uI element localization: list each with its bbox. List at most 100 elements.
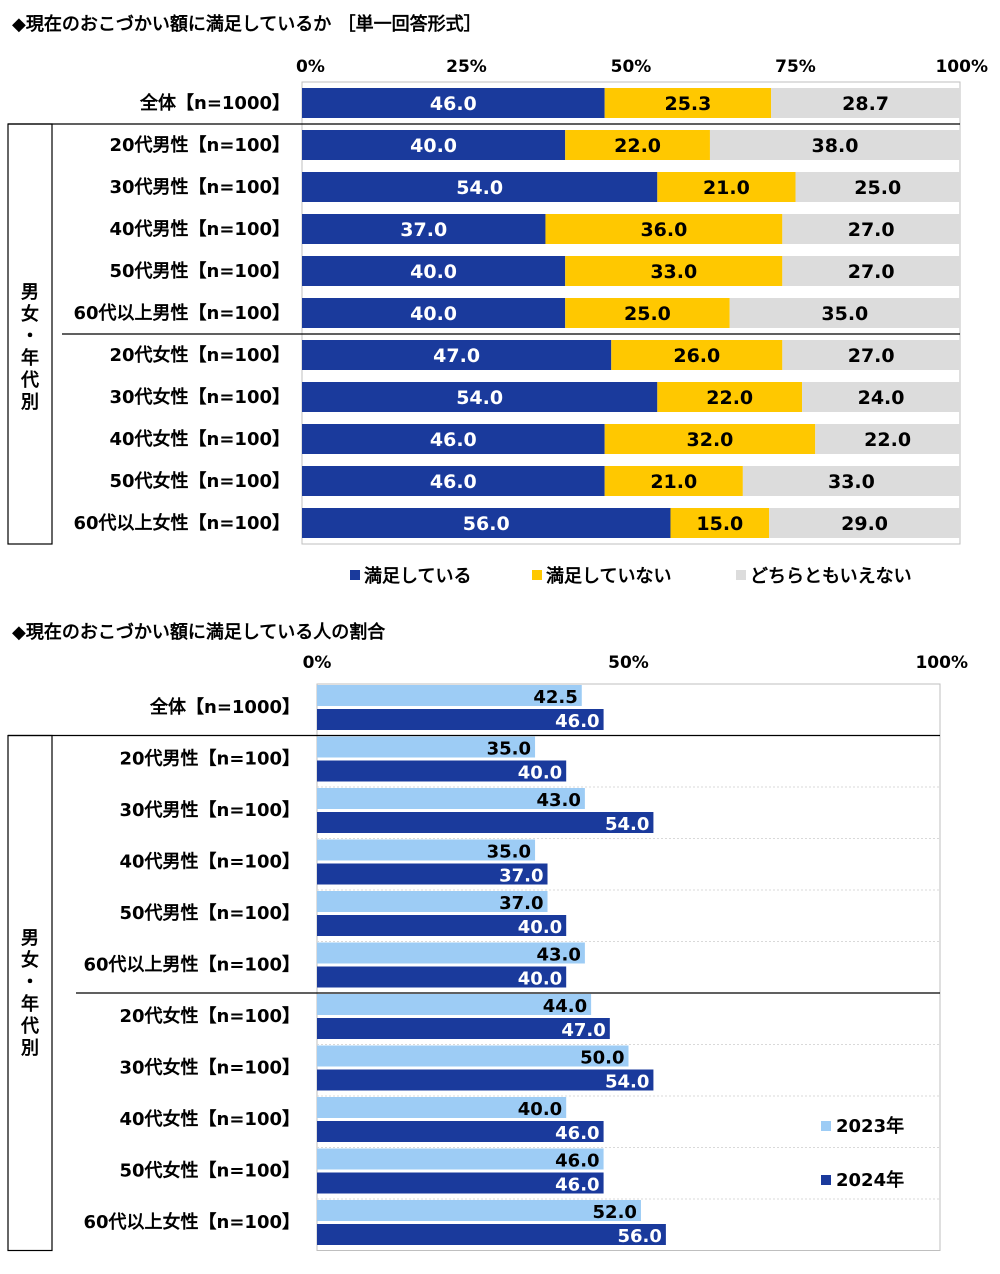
data-label: 40.0	[518, 969, 562, 990]
group-label-char: 女	[21, 303, 39, 325]
bar-segment	[604, 466, 743, 496]
bar-segment	[742, 466, 960, 496]
bar	[317, 1069, 654, 1091]
legend-marker	[350, 570, 360, 580]
legend-label: 満足していない	[546, 565, 671, 587]
x-tick-label: 0%	[303, 653, 332, 673]
data-label: 37.0	[499, 893, 543, 914]
bar-segment	[795, 172, 960, 202]
category-label: 40代女性【n=100】	[109, 428, 290, 450]
category-label: 全体【n=1000】	[149, 696, 300, 718]
bar-segment	[604, 88, 772, 118]
data-label: 46.0	[555, 1123, 599, 1144]
category-label: 30代女性【n=100】	[109, 386, 290, 408]
category-label: 30代女性【n=100】	[119, 1057, 300, 1079]
category-label: 60代以上男性【n=100】	[83, 954, 300, 976]
x-tick-label: 50%	[608, 653, 649, 673]
bar-segment	[670, 508, 770, 538]
data-label: 32.0	[687, 429, 734, 451]
bar	[317, 812, 654, 833]
group-label-char: 別	[21, 1038, 39, 1059]
data-label: 33.0	[650, 261, 697, 283]
bar-segment	[302, 340, 612, 370]
bar-segment	[657, 382, 803, 412]
bar-segment	[302, 172, 658, 202]
data-label: 54.0	[456, 387, 503, 409]
bar-segment	[565, 256, 783, 286]
group-label-char: 代	[20, 1016, 39, 1037]
bar	[317, 891, 548, 912]
category-label: 40代男性【n=100】	[109, 218, 290, 240]
data-label: 21.0	[703, 177, 750, 199]
data-label: 25.0	[624, 303, 671, 325]
data-label: 56.0	[463, 513, 510, 535]
bar	[317, 736, 536, 758]
x-tick-label: 0%	[296, 57, 325, 77]
bar-segment	[565, 130, 710, 160]
data-label: 46.0	[555, 711, 599, 732]
category-label: 20代女性【n=100】	[119, 1005, 300, 1027]
data-label: 25.0	[854, 177, 901, 199]
bar-segment	[302, 298, 566, 328]
data-label: 40.0	[518, 763, 562, 784]
group-label-char: 別	[21, 392, 39, 413]
bar-segment	[302, 424, 605, 454]
category-label: 40代女性【n=100】	[119, 1108, 300, 1130]
data-label: 24.0	[858, 387, 905, 409]
group-label-char: 女	[21, 949, 39, 971]
data-label: 46.0	[555, 1151, 599, 1172]
data-label: 54.0	[456, 177, 503, 199]
data-label: 46.0	[430, 93, 477, 115]
bar-segment	[782, 340, 960, 370]
bar-segment	[782, 256, 960, 286]
group-label-char: 年	[21, 347, 39, 369]
data-label: 21.0	[650, 471, 697, 493]
data-label: 47.0	[433, 345, 480, 367]
data-label: 37.0	[400, 219, 447, 241]
data-label: 42.5	[533, 687, 577, 708]
legend-label: どちらともいえない	[750, 566, 912, 587]
bar-segment	[771, 88, 960, 118]
legend-marker	[821, 1175, 831, 1185]
bar	[317, 863, 548, 885]
category-label: 40代男性【n=100】	[119, 851, 300, 873]
bar-segment	[302, 214, 546, 244]
group-box	[7, 734, 53, 1252]
category-label: 50代男性【n=100】	[119, 902, 300, 924]
data-label: 29.0	[841, 513, 888, 535]
group-label-char: 男	[21, 928, 39, 949]
data-label: 43.0	[536, 790, 580, 811]
chart-title: ◆現在のおこづかい額に満足している人の割合	[12, 622, 386, 643]
bar-segment	[302, 256, 566, 286]
category-label: 全体【n=1000】	[139, 92, 290, 114]
data-label: 43.0	[536, 945, 580, 966]
bar-segment	[802, 382, 960, 412]
bar-segment	[302, 466, 605, 496]
bar	[317, 1045, 629, 1067]
group-label-char: 代	[20, 370, 39, 391]
legend-label: 2024年	[836, 1169, 904, 1191]
bar	[317, 760, 567, 782]
data-label: 40.0	[410, 261, 457, 283]
x-tick-label: 100%	[935, 57, 988, 77]
bar	[317, 1148, 604, 1170]
bar	[317, 709, 604, 730]
data-label: 35.0	[487, 739, 531, 760]
bar-segment	[769, 508, 960, 538]
stacked-bar-chart: 0% 25% 50% 75% 100% 全体【n=1000】 46.0 25.3 28.7 20代…	[7, 57, 988, 587]
data-label: 46.0	[430, 429, 477, 451]
category-label: 60代以上男性【n=100】	[73, 302, 290, 324]
category-label: 60代以上女性【n=100】	[73, 512, 290, 534]
bar-segment	[604, 424, 816, 454]
data-label: 22.0	[706, 387, 753, 409]
bar-segment	[815, 424, 960, 454]
bar-segment	[709, 130, 960, 160]
data-label: 37.0	[499, 866, 543, 887]
group-box	[7, 123, 53, 545]
data-label: 35.0	[487, 842, 531, 863]
data-label: 54.0	[605, 1072, 649, 1093]
x-tick-label: 25%	[446, 57, 487, 77]
legend-marker	[821, 1121, 831, 1131]
legend-marker	[736, 570, 746, 580]
legend-marker	[532, 570, 542, 580]
